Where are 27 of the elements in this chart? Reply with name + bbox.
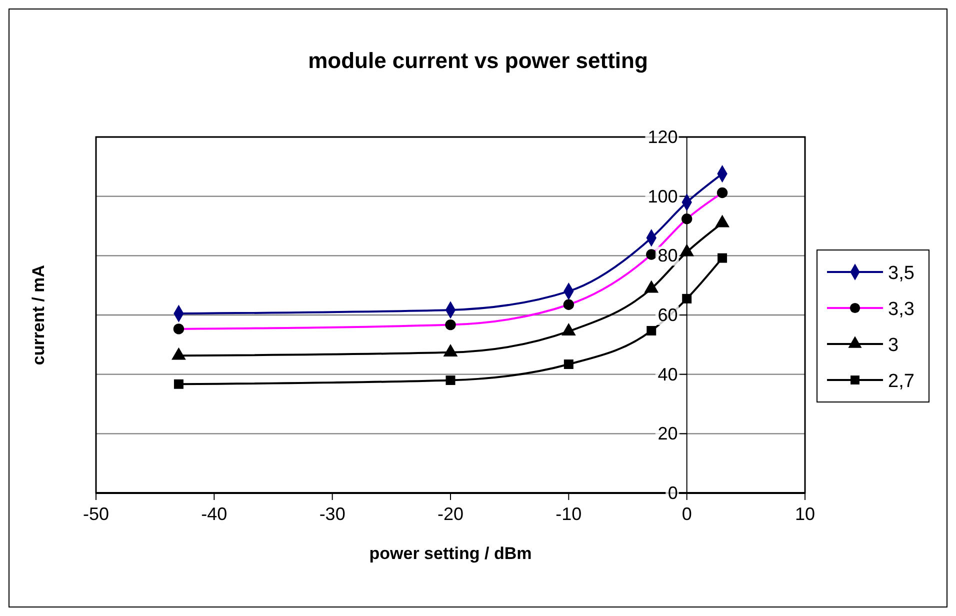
legend-label: 3	[888, 335, 899, 356]
point	[682, 294, 692, 304]
y-tick-label: 20	[658, 424, 678, 444]
x-axis-title: power setting / dBm	[369, 544, 532, 563]
y-axis-title: current / mA	[29, 264, 48, 366]
point	[174, 379, 184, 389]
y-tick-label: 100	[648, 186, 678, 206]
point	[646, 326, 656, 336]
y-tick-label: 0	[668, 483, 678, 503]
point	[718, 253, 728, 263]
x-tick-label: 10	[794, 504, 816, 524]
y-tick-label: 80	[658, 246, 678, 266]
legend-label: 3,3	[888, 299, 914, 320]
x-tick-label: -20	[437, 504, 464, 524]
legend-label: 2,7	[888, 371, 914, 392]
point	[564, 360, 574, 369]
point	[446, 376, 456, 386]
y-tick-label: 40	[658, 364, 678, 384]
x-tick-label: 0	[682, 504, 692, 524]
x-tick-label: -40	[201, 504, 228, 524]
x-tick-label: -10	[556, 504, 582, 524]
x-tick-label: -50	[82, 504, 110, 524]
y-tick-label: 120	[648, 127, 678, 147]
y-tick-label: 60	[658, 305, 678, 325]
chart-title: module current vs power setting	[308, 48, 648, 73]
legend-label: 3,5	[888, 263, 914, 284]
x-tick-label: -30	[319, 504, 346, 524]
